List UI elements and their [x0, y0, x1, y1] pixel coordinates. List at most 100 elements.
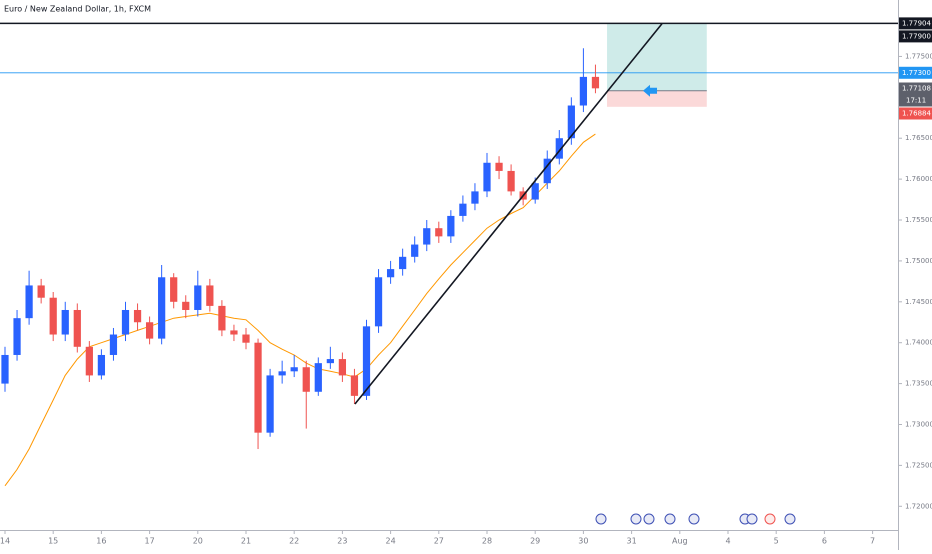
x-tick-label: 4: [725, 537, 730, 546]
x-tick-label: 6: [822, 537, 827, 546]
x-tick-label: 23: [337, 537, 347, 546]
trendline: [354, 23, 663, 405]
candle-body: [49, 297, 57, 335]
candle-body: [61, 309, 69, 335]
candle-body: [266, 375, 274, 433]
x-tick-label: 7: [870, 537, 875, 546]
candle-body: [447, 215, 455, 237]
candle-body: [170, 277, 178, 302]
candle-body: [386, 269, 395, 278]
event-icon: [688, 513, 700, 525]
candle-body: [326, 359, 334, 364]
y-tick-label: 1.76500: [905, 134, 932, 142]
candle-body: [338, 359, 347, 376]
x-tick-label: 21: [241, 537, 251, 546]
price-tag-label: 1.77900: [902, 32, 931, 40]
candle-body: [555, 138, 563, 159]
event-icon: [746, 513, 758, 525]
x-tick-label: 31: [627, 537, 637, 546]
x-tick-label: 29: [530, 537, 540, 546]
candle-body: [97, 354, 106, 376]
candle-body: [302, 367, 310, 392]
y-tick-label: 1.73000: [905, 420, 932, 428]
event-icon: [595, 513, 607, 525]
countdown: 17:11: [906, 96, 926, 104]
event-icon: [630, 513, 642, 525]
entry-arrow: [643, 84, 658, 97]
candle-body: [423, 228, 431, 245]
price-tag-label: 1.77904: [902, 19, 931, 27]
event-icon: [784, 513, 796, 525]
candle-body: [109, 334, 118, 355]
candle-body: [290, 367, 298, 372]
x-tick-label: 30: [578, 537, 588, 546]
candle-body: [314, 363, 322, 392]
y-tick-label: 1.75500: [905, 216, 932, 224]
y-tick-label: 1.74500: [905, 298, 932, 306]
candle-body: [374, 277, 383, 327]
candle-body: [254, 342, 262, 433]
y-tick-label: 1.72000: [905, 502, 932, 510]
chart-title: Euro / New Zealand Dollar, 1h, FXCM: [4, 5, 151, 14]
price-tag: [899, 82, 932, 95]
y-tick-label: 1.74000: [905, 339, 932, 347]
x-tick-label: 15: [48, 537, 58, 546]
x-tick-label: 22: [289, 537, 299, 546]
candle-body: [435, 228, 443, 237]
x-tick-label: 14: [0, 537, 10, 546]
candle-body: [362, 326, 371, 396]
x-tick-label: 16: [96, 537, 106, 546]
candle-body: [158, 277, 166, 339]
candle-body: [73, 309, 81, 347]
candle-body: [37, 285, 45, 298]
candle-body: [194, 285, 202, 310]
x-tick-label: Aug: [672, 537, 688, 546]
price-tag-label: 1.77300: [902, 69, 931, 77]
x-tick-label: 28: [482, 537, 492, 546]
price-tag-label: 1.77108: [902, 84, 931, 92]
candle-body: [483, 162, 491, 192]
candle-body: [531, 183, 539, 200]
candle-body: [591, 76, 600, 89]
y-tick-label: 1.76000: [905, 175, 932, 183]
candle-body: [471, 191, 479, 204]
candle-body: [543, 158, 551, 184]
plot-area: [0, 22, 898, 487]
x-tick-label: 27: [434, 537, 444, 546]
candle-body: [399, 256, 407, 270]
candle-body: [507, 170, 515, 192]
x-tick-label: 24: [386, 537, 396, 546]
candle-body: [242, 334, 250, 343]
price-tag: [899, 66, 932, 79]
event-icon: [664, 513, 676, 525]
price-tag: [899, 17, 932, 30]
loss-zone: [607, 90, 707, 107]
profit-zone: [607, 23, 707, 91]
candle-body: [13, 318, 21, 355]
candle-body: [278, 371, 286, 376]
candle-body: [579, 76, 588, 106]
event-icons: [595, 513, 796, 525]
price-tag: [899, 107, 932, 120]
candle-body: [133, 309, 142, 323]
x-tick-label: 20: [193, 537, 203, 546]
price-tag: [899, 30, 932, 43]
candle-body: [230, 330, 238, 335]
candle-body: [218, 305, 226, 331]
moving-average: [4, 133, 596, 487]
event-icon: [643, 513, 655, 525]
y-tick-label: 1.75000: [905, 257, 932, 265]
candle-body: [411, 244, 419, 257]
y-tick-label: 1.72500: [905, 461, 932, 469]
y-tick-label: 1.77500: [905, 52, 932, 60]
countdown-tag: [899, 94, 932, 107]
event-icon: [764, 513, 776, 525]
candle-body: [350, 375, 359, 396]
price-tag-label: 1.76884: [902, 109, 931, 117]
candle-body: [145, 322, 154, 339]
y-tick-label: 1.73500: [905, 380, 932, 388]
candle-body: [121, 309, 130, 335]
x-tick-label: 5: [774, 537, 779, 546]
